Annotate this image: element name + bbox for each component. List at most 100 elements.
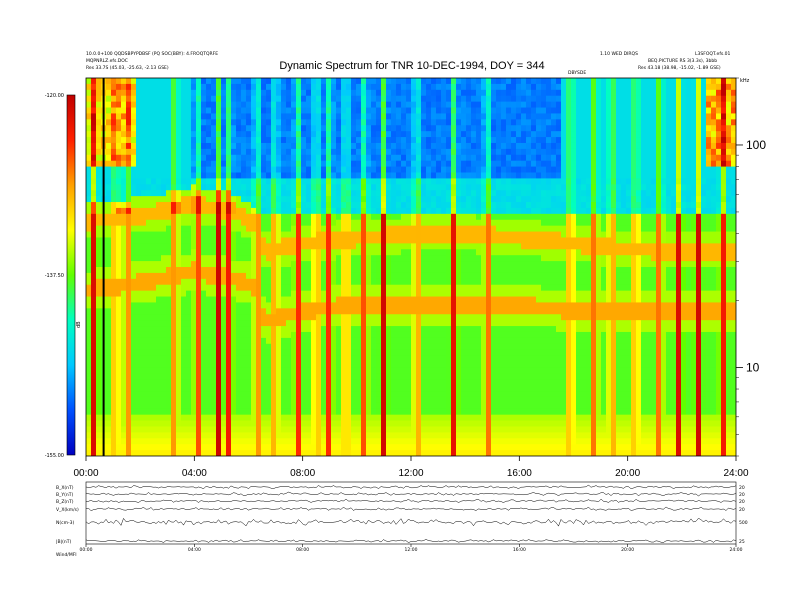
spectrum-cell — [446, 361, 452, 369]
spectrum-cell — [286, 337, 292, 345]
spectrum-cell — [186, 373, 192, 380]
spectrum-cell — [381, 396, 387, 404]
spectrum-cell — [401, 78, 407, 85]
spectrum-cell — [96, 89, 102, 97]
spectrum-cell — [211, 148, 217, 156]
spectrum-cell — [231, 302, 237, 309]
spectrum-cell — [331, 308, 337, 315]
spectrum-cell — [241, 272, 247, 280]
spectrum-cell — [316, 213, 322, 221]
spectrum-cell — [321, 396, 327, 404]
spectrum-cell — [381, 426, 387, 433]
spectrum-cell — [286, 432, 292, 439]
spectrum-cell — [471, 302, 477, 309]
spectrum-cell — [156, 414, 162, 422]
spectrum-cell — [461, 89, 467, 97]
spectrum-cell — [381, 314, 387, 321]
spectrum-cell — [301, 432, 307, 439]
spectrum-cell — [116, 113, 122, 120]
spectrum-cell — [326, 83, 332, 91]
spectrum-cell — [231, 349, 237, 357]
spectrum-cell — [431, 296, 437, 304]
spectrum-cell — [181, 225, 187, 233]
spectrum-cell — [376, 119, 382, 126]
spectrum-cell — [276, 89, 282, 97]
spectrum-cell — [321, 107, 327, 115]
spectrum-cell — [326, 426, 332, 433]
spectrum-cell — [241, 166, 247, 174]
spectrum-cell — [156, 101, 162, 109]
spectrum-cell — [86, 343, 92, 351]
spectrum-cell — [146, 249, 152, 256]
spectrum-cell — [136, 125, 142, 132]
spectrum-cell — [141, 391, 147, 398]
spectrum-cell — [356, 107, 362, 115]
spectrum-cell — [356, 426, 362, 433]
spectrum-cell — [221, 349, 227, 357]
spectrum-cell — [196, 420, 202, 428]
spectrum-cell — [416, 178, 422, 185]
spectrum-cell — [311, 349, 317, 357]
spectrum-cell — [326, 367, 332, 374]
spectrum-cell — [151, 314, 157, 321]
spectrum-cell — [291, 267, 297, 274]
spectrum-cell — [456, 426, 462, 433]
spectrum-cell — [471, 119, 477, 126]
spectrum-cell — [96, 231, 102, 239]
spectrum-cell — [171, 420, 177, 428]
spectrum-cell — [431, 278, 437, 286]
spectrum-cell — [146, 272, 152, 280]
spectrum-cell — [246, 101, 252, 109]
spectrum-cell — [166, 314, 172, 321]
spectrum-cell — [431, 243, 437, 250]
spectrum-cell — [346, 184, 352, 191]
spectrum-cell — [181, 267, 187, 274]
spectrum-cell — [386, 95, 392, 103]
spectrum-cell — [106, 207, 112, 215]
spectrum-cell — [151, 125, 157, 132]
spectrum-cell — [421, 160, 427, 168]
spectrum-cell — [171, 284, 177, 292]
spectrum-cell — [261, 154, 267, 162]
spectrum-cell — [171, 148, 177, 156]
spectrum-cell — [261, 314, 267, 321]
spectrum-cell — [226, 113, 232, 120]
spectrum-cell — [431, 391, 437, 398]
spectrum-cell — [226, 184, 232, 191]
spectrum-cell — [166, 414, 172, 422]
spectrum-cell — [146, 190, 152, 197]
spectrum-cell — [216, 308, 222, 315]
spectrum-cell — [186, 444, 192, 451]
spectrum-cell — [211, 231, 217, 239]
spectrum-cell — [346, 101, 352, 109]
spectrum-cell — [221, 101, 227, 109]
spectrum-cell — [276, 367, 282, 374]
spectrum-cell — [311, 190, 317, 197]
spectrum-cell — [231, 172, 237, 180]
spectrum-cell — [206, 160, 212, 168]
spectrum-cell — [251, 219, 257, 227]
spectrum-cell — [276, 172, 282, 180]
spectrum-cell — [311, 284, 317, 292]
spectrum-cell — [421, 78, 427, 85]
spectrum-cell — [106, 101, 112, 109]
spectrum-cell — [426, 290, 432, 298]
spectrum-cell — [336, 166, 342, 174]
spectrum-cell — [436, 302, 442, 309]
spectrum-cell — [141, 190, 147, 197]
spectrum-cell — [146, 119, 152, 126]
spectrum-cell — [131, 119, 137, 126]
spectrum-cell — [141, 89, 147, 97]
spectrum-cell — [466, 296, 472, 304]
spectrum-cell — [426, 278, 432, 286]
spectrum-cell — [271, 314, 277, 321]
spectrum-cell — [376, 326, 382, 333]
spectrum-cell — [316, 379, 322, 386]
spectrum-cell — [261, 107, 267, 115]
spectrum-cell — [171, 213, 177, 221]
spectrum-cell — [286, 243, 292, 250]
spectrum-cell — [296, 355, 302, 363]
spectrum-cell — [161, 255, 167, 262]
spectrum-cell — [251, 154, 257, 162]
spectrum-cell — [351, 196, 357, 203]
